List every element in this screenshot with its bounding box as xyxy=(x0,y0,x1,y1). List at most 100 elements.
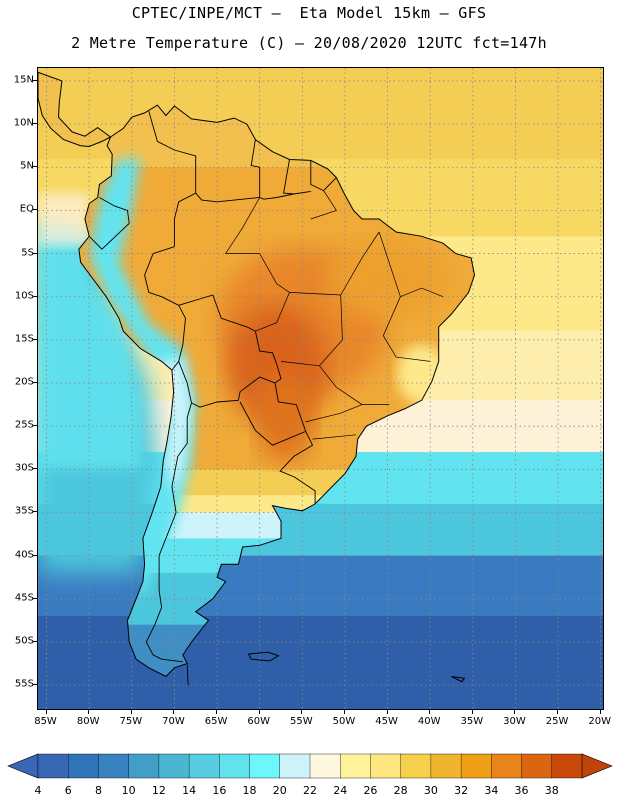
country-border xyxy=(178,361,276,408)
colorbar-tick-label: 6 xyxy=(64,784,72,797)
latitude-tick xyxy=(33,640,37,642)
latitude-tick xyxy=(33,209,37,211)
state-border xyxy=(280,361,320,367)
country-border xyxy=(283,159,311,195)
state-border xyxy=(318,294,390,405)
longitude-tick xyxy=(45,710,47,714)
longitude-tick xyxy=(429,710,431,714)
colorbar-over-arrow xyxy=(581,753,613,779)
country-border xyxy=(88,197,130,250)
coastlines-borders xyxy=(38,71,476,686)
longitude-tick xyxy=(514,710,516,714)
state-border xyxy=(310,190,337,220)
country-border xyxy=(259,193,294,200)
colorbar-tick-label: 28 xyxy=(393,784,408,797)
latitude-tick-label: 15S xyxy=(14,333,34,345)
latitude-tick-label: 40S xyxy=(14,549,34,561)
latitude-tick xyxy=(33,511,37,513)
latitude-tick-label: 10S xyxy=(14,290,34,302)
colorbar-swatch xyxy=(68,753,100,779)
colorbar-tick-label: 36 xyxy=(514,784,529,797)
colorbar-tick-label: 30 xyxy=(423,784,438,797)
longitude-tick-label: 60W xyxy=(247,716,270,727)
latitude-tick-label: 55S xyxy=(14,678,34,690)
colorbar-swatch xyxy=(551,753,583,779)
longitude-tick-label: 20W xyxy=(588,716,612,727)
colorbar-tick-label: 16 xyxy=(212,784,227,797)
colorbar-swatch xyxy=(279,753,311,779)
colorbar-swatch xyxy=(370,753,402,779)
longitude-tick xyxy=(471,710,473,714)
country-border xyxy=(144,246,186,371)
longitude-tick-label: 40W xyxy=(417,716,441,727)
longitude-tick-label: 80W xyxy=(76,716,100,727)
heat-core-south xyxy=(255,372,316,463)
latitude-tick xyxy=(33,338,37,340)
andes-cold-ridge xyxy=(89,158,196,599)
latitude-tick-label: 15N xyxy=(13,74,34,86)
pacific-coastal-water xyxy=(38,219,141,470)
equatorial-pacific xyxy=(38,193,90,245)
latitude-tick xyxy=(33,166,37,168)
longitude-tick-label: 35W xyxy=(460,716,484,727)
country-border xyxy=(178,294,282,384)
latitude-tick xyxy=(33,79,37,81)
longitude-tick xyxy=(343,710,345,714)
colorbar-tick-label: 24 xyxy=(333,784,348,797)
state-border xyxy=(305,404,363,423)
colorbar-swatch xyxy=(309,753,341,779)
state-border xyxy=(259,253,341,296)
longitude-tick xyxy=(88,710,90,714)
latitude-tick-label: EQ xyxy=(19,203,34,215)
colorbar-tick-label: 14 xyxy=(182,784,197,797)
longitude-tick-label: 45W xyxy=(375,716,398,727)
colorbar-swatch xyxy=(219,753,251,779)
longitude-tick-label: 85W xyxy=(34,716,57,727)
state-border xyxy=(255,292,290,332)
colorbar-swatch xyxy=(37,753,69,779)
northeast-warm xyxy=(327,239,448,320)
south-america-coastline xyxy=(78,104,476,678)
latitude-tick xyxy=(33,425,37,427)
colorbar-swatch xyxy=(491,753,523,779)
longitude-tick-label: 25W xyxy=(545,716,569,727)
temperature-map xyxy=(37,67,604,710)
latitude-tick xyxy=(33,684,37,686)
latitude-tick xyxy=(33,597,37,599)
country-border xyxy=(195,139,261,203)
colorbar-swatch xyxy=(188,753,221,779)
longitude-tick xyxy=(557,710,559,714)
colorbar-swatch xyxy=(158,753,190,779)
country-border xyxy=(186,664,189,686)
latitude-tick-label: 50S xyxy=(14,635,34,647)
longitude-tick-label: 50W xyxy=(332,716,356,727)
longitude-tick-label: 70W xyxy=(162,716,185,727)
colorbar-tick-label: 18 xyxy=(242,784,257,797)
longitude-tick xyxy=(173,710,175,714)
country-border xyxy=(310,160,337,192)
colorbar-swatch xyxy=(430,753,462,779)
country-border xyxy=(148,111,197,247)
chart-title-line-2: 2 Metre Temperature (C) – 20/08/2020 12U… xyxy=(71,34,547,52)
colorbar-tick-label: 26 xyxy=(363,784,378,797)
colorbar-tick-label: 38 xyxy=(544,784,559,797)
state-border xyxy=(224,197,261,254)
colorbar-tick-label: 20 xyxy=(272,784,287,797)
latitude-tick xyxy=(33,252,37,254)
central-america-coastline xyxy=(38,71,112,148)
latitude-tick xyxy=(33,382,37,384)
latitude-tick xyxy=(33,295,37,297)
colorbar-tick-label: 32 xyxy=(454,784,469,797)
latitude-tick-label: 10N xyxy=(13,117,34,129)
temperature-colorbar xyxy=(7,753,613,779)
latitude-tick-label: 30S xyxy=(14,462,34,474)
south-georgia xyxy=(451,676,466,683)
longitude-tick xyxy=(130,710,132,714)
latitude-tick-label: 20S xyxy=(14,376,34,388)
longitude-tick xyxy=(599,710,601,714)
chart-title-line-1: CPTEC/INPE/MCT – Eta Model 15km – GFS xyxy=(131,4,487,22)
longitude-tick-label: 65W xyxy=(204,716,228,727)
graticule xyxy=(38,68,603,709)
colorbar-tick-label: 8 xyxy=(94,784,102,797)
state-border xyxy=(340,231,380,296)
